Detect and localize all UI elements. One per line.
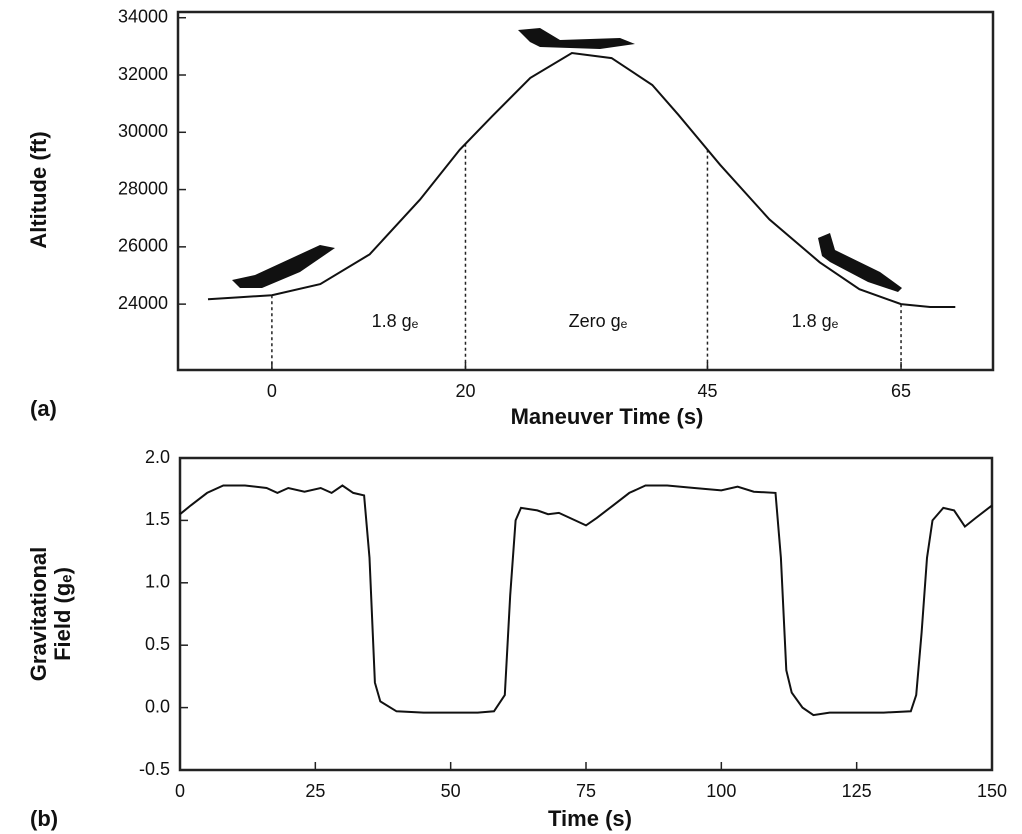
y-axis-label: Field (gₑ) bbox=[50, 567, 75, 661]
x-tick-label: 25 bbox=[305, 781, 325, 801]
x-tick-label: 100 bbox=[706, 781, 736, 801]
x-tick-label: 150 bbox=[977, 781, 1007, 801]
y-tick-label: 28000 bbox=[118, 178, 168, 198]
y-tick-label: 0.5 bbox=[145, 634, 170, 654]
annotation: 1.8 gₑ bbox=[372, 311, 419, 331]
y-tick-label: 26000 bbox=[118, 236, 168, 256]
airplane-descent bbox=[818, 233, 902, 292]
x-tick-label: 75 bbox=[576, 781, 596, 801]
y-axis-label: Gravitational bbox=[26, 547, 51, 681]
y-axis-label: Altitude (ft) bbox=[26, 131, 51, 248]
y-tick-label: -0.5 bbox=[139, 759, 170, 779]
data-line bbox=[179, 484, 993, 717]
x-tick-label: 125 bbox=[842, 781, 872, 801]
data-line bbox=[207, 51, 956, 308]
x-tick-label: 50 bbox=[441, 781, 461, 801]
annotation: Zero gₑ bbox=[569, 311, 628, 331]
x-tick-label: 0 bbox=[175, 781, 185, 801]
y-tick-label: 30000 bbox=[118, 121, 168, 141]
y-tick-label: 0.0 bbox=[145, 696, 170, 716]
airplane-top bbox=[518, 28, 635, 49]
x-tick-label: 0 bbox=[267, 381, 277, 401]
x-axis-label: Maneuver Time (s) bbox=[511, 404, 704, 429]
y-tick-label: 34000 bbox=[118, 6, 168, 26]
y-tick-label: 1.0 bbox=[145, 572, 170, 592]
plot-frame bbox=[176, 10, 995, 372]
airplane-icons bbox=[232, 28, 902, 292]
x-tick-label: 20 bbox=[455, 381, 475, 401]
x-tick-label: 45 bbox=[697, 381, 717, 401]
panel-label: (a) bbox=[30, 396, 57, 421]
airplane-climb bbox=[232, 245, 335, 288]
x-axis-label: Time (s) bbox=[548, 806, 632, 831]
y-tick-label: 32000 bbox=[118, 64, 168, 84]
panel-label: (b) bbox=[30, 806, 58, 831]
y-tick-label: 1.5 bbox=[145, 509, 170, 529]
plot-frame bbox=[178, 456, 994, 772]
annotation: 1.8 gₑ bbox=[792, 311, 839, 331]
y-tick-label: 2.0 bbox=[145, 447, 170, 467]
x-tick-label: 65 bbox=[891, 381, 911, 401]
y-tick-label: 24000 bbox=[118, 293, 168, 313]
